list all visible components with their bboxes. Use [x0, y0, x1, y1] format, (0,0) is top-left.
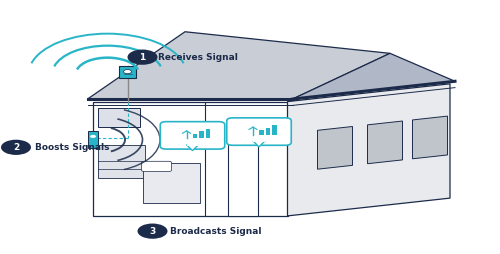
Bar	[206, 129, 210, 138]
Text: Broadcasts Signal: Broadcasts Signal	[170, 227, 262, 236]
Text: Boosts Signals: Boosts Signals	[35, 143, 110, 152]
Text: 3: 3	[150, 227, 156, 236]
Bar	[192, 134, 197, 138]
FancyBboxPatch shape	[88, 131, 98, 148]
Polygon shape	[412, 116, 448, 159]
Text: 2: 2	[13, 143, 19, 152]
Circle shape	[138, 224, 168, 239]
Polygon shape	[368, 121, 402, 164]
Bar	[199, 131, 203, 138]
FancyBboxPatch shape	[98, 108, 140, 127]
Bar	[266, 128, 270, 135]
Polygon shape	[228, 138, 258, 216]
Polygon shape	[186, 145, 198, 151]
FancyBboxPatch shape	[160, 122, 225, 149]
Text: Receives Signal: Receives Signal	[158, 53, 238, 62]
Polygon shape	[253, 141, 265, 147]
Circle shape	[128, 50, 158, 65]
FancyBboxPatch shape	[142, 161, 172, 171]
Bar	[272, 125, 276, 135]
Bar	[259, 130, 264, 135]
Circle shape	[124, 70, 132, 74]
Polygon shape	[292, 53, 455, 99]
FancyBboxPatch shape	[142, 163, 200, 203]
FancyBboxPatch shape	[119, 66, 136, 78]
Circle shape	[90, 135, 96, 138]
Polygon shape	[88, 32, 390, 99]
Polygon shape	[318, 126, 352, 169]
Text: 1: 1	[140, 53, 145, 62]
Polygon shape	[92, 102, 288, 216]
FancyBboxPatch shape	[98, 145, 145, 178]
Circle shape	[1, 140, 31, 155]
Polygon shape	[288, 84, 450, 216]
FancyBboxPatch shape	[227, 118, 291, 145]
